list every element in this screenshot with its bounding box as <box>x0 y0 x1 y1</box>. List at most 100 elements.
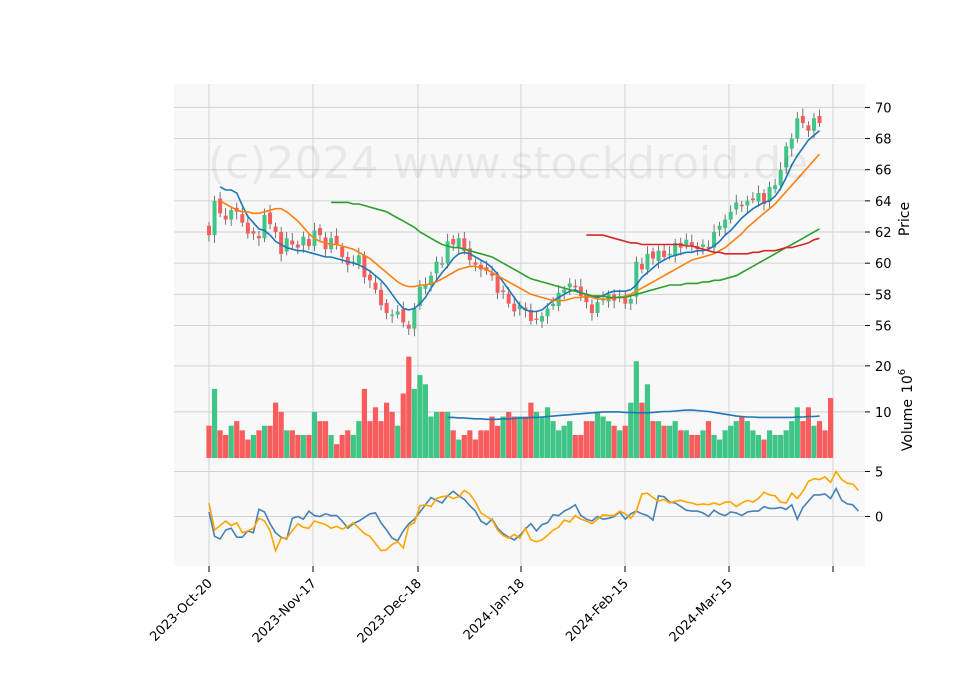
volume-bar <box>250 434 256 458</box>
volume-bar <box>533 411 540 458</box>
candle-body <box>662 250 667 257</box>
candle-body <box>506 293 511 304</box>
candle-body <box>490 273 495 276</box>
candle-body <box>739 204 744 207</box>
volume-axis-name: Volume <box>900 399 916 451</box>
volume-bar <box>744 421 750 458</box>
volume-bar <box>450 430 456 458</box>
candle-body <box>523 307 528 310</box>
volume-bar <box>472 439 478 458</box>
candle-body <box>667 253 672 256</box>
volume-bar <box>550 421 556 458</box>
watermark: (c)2024 www.stockdroid.de <box>208 138 808 189</box>
candle-body <box>478 264 483 270</box>
volume-bar <box>489 416 495 458</box>
volume-bar <box>267 425 273 458</box>
volume-bar <box>245 439 251 458</box>
volume-bar <box>572 434 578 458</box>
volume-bar <box>217 430 223 458</box>
candle-body <box>706 246 711 249</box>
volume-bar <box>467 430 473 458</box>
candle-body <box>773 185 778 190</box>
volume-bar <box>422 384 429 458</box>
candle-body <box>473 262 478 265</box>
candle-body <box>384 302 389 314</box>
volume-bar <box>816 421 823 458</box>
candle-body <box>567 283 572 288</box>
candle-body <box>417 286 422 307</box>
candle-body <box>645 253 650 270</box>
candle-body <box>745 200 750 206</box>
volume-bar <box>300 434 306 458</box>
volume-scale-base: 10 <box>900 375 916 393</box>
price-ytick-label-4: 64 <box>875 195 892 210</box>
candle-body <box>534 318 539 320</box>
volume-average-line <box>447 409 820 421</box>
volume-bar <box>500 416 506 458</box>
volume-bar <box>317 421 323 458</box>
volume-bar <box>700 430 706 458</box>
volume-bar <box>655 421 662 458</box>
volume-bar <box>528 402 534 458</box>
x-tick-label-2: 2023-Dec-18 <box>355 576 425 646</box>
volume-panel: 10 20 <box>174 352 892 458</box>
volume-bar <box>811 425 817 458</box>
price-ytick-label-5: 66 <box>875 164 892 179</box>
candle-body <box>306 239 311 247</box>
volume-bar <box>517 416 523 458</box>
volume-bar <box>389 411 395 458</box>
volume-bar <box>483 430 490 458</box>
candle-body <box>245 222 250 234</box>
volume-bar <box>728 425 734 458</box>
candle-body <box>673 242 678 257</box>
volume-bar <box>755 434 762 458</box>
volume-bar <box>433 411 440 458</box>
candle-body <box>445 241 450 264</box>
volume-bar <box>384 402 390 458</box>
volume-bar <box>828 398 834 458</box>
volume-bar <box>611 425 617 458</box>
volume-bar <box>694 434 700 458</box>
volume-bar <box>778 434 784 458</box>
price-ytick-label-1: 58 <box>875 288 892 303</box>
volume-bar <box>522 416 528 458</box>
volume-bar <box>783 430 789 458</box>
price-ytick-label-6: 68 <box>875 133 892 148</box>
candle-body <box>268 212 273 225</box>
volume-bar <box>350 434 356 458</box>
volume-bar <box>223 434 229 458</box>
candle-body <box>734 202 739 210</box>
volume-bar <box>428 416 434 458</box>
oscillator-background <box>174 458 865 566</box>
volume-bar <box>400 393 406 458</box>
candle-body <box>800 115 805 123</box>
volume-bar <box>722 430 728 458</box>
volume-bar <box>339 434 345 458</box>
candle-body <box>700 244 705 247</box>
candle-body <box>440 263 445 265</box>
volume-bar <box>805 407 811 458</box>
price-indicator-line-3 <box>586 234 820 255</box>
candle-body <box>628 299 633 304</box>
candle-body <box>334 235 339 245</box>
candle-body <box>784 146 789 168</box>
candle-body <box>584 293 589 303</box>
volume-bar <box>711 434 717 458</box>
volume-bar <box>378 421 384 458</box>
candle-body <box>767 186 772 202</box>
candle-body <box>811 118 816 131</box>
volume-bar <box>289 430 295 458</box>
candle-body <box>218 198 223 214</box>
volume-bar <box>322 421 329 458</box>
candle-body <box>262 214 267 239</box>
volume-bar <box>417 375 423 458</box>
price-panel: 56 58 60 62 64 66 68 70 <box>174 84 892 352</box>
price-indicator-line-0 <box>219 130 821 313</box>
oscillator-line-0 <box>208 486 859 542</box>
volume-bar <box>411 388 417 458</box>
candle-body <box>434 261 439 274</box>
candle-body <box>412 308 417 329</box>
volume-bar <box>578 434 584 458</box>
price-indicator-line-2 <box>331 201 820 299</box>
